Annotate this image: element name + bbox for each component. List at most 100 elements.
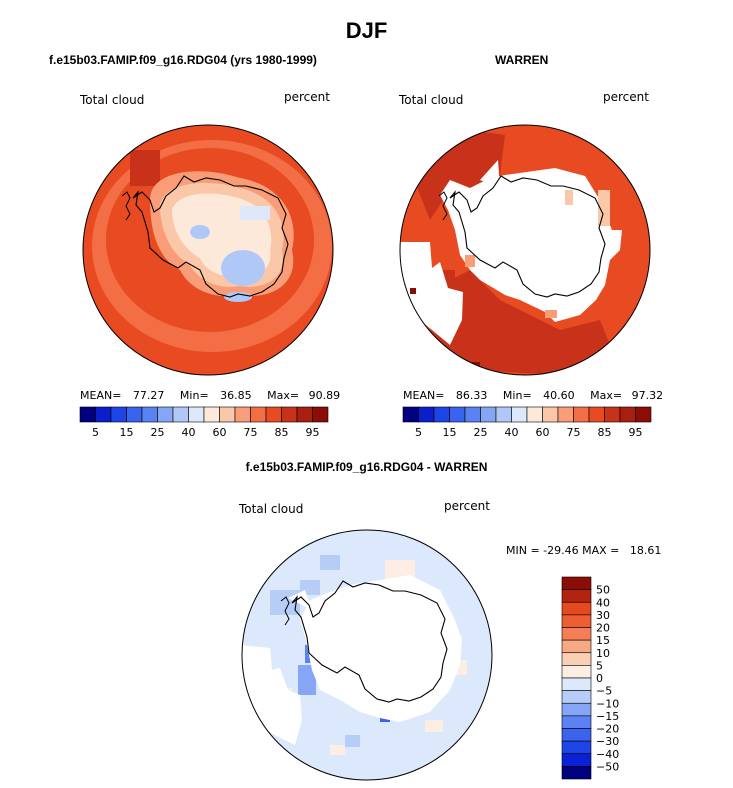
panel2-colorbar-box [480, 406, 497, 423]
panel1-colorbar-box [141, 406, 158, 423]
panel3-colorbar-box [561, 665, 592, 679]
panel3-colorbar-tick: −5 [596, 685, 612, 698]
panel3-colorbar-tick: −30 [596, 735, 619, 748]
panel1-max-label: Max= [267, 389, 300, 402]
panel2-colorbar-tick: 95 [629, 426, 643, 439]
panel3-title: f.e15b03.FAMIP.f09_g16.RDG04 - WARREN [245, 460, 488, 474]
panel2-min-value: 40.60 [543, 389, 575, 402]
panel3-right-label: percent [444, 499, 490, 513]
panel2-colorbar-tick: 75 [567, 426, 581, 439]
panel3-colorbar-box [561, 690, 592, 704]
panel1-stats: MEAN= 77.27 Min= 36.85 Max= 90.89 [80, 389, 340, 402]
panel1-colorbar-box [312, 406, 329, 423]
panel1-colorbar-box [110, 406, 127, 423]
panel1-colorbar-tick: 5 [92, 426, 99, 439]
panel3-colorbar-tick: 30 [596, 609, 610, 622]
panel2-coastline [449, 175, 606, 298]
panel2-colorbar-box [402, 406, 419, 423]
panel1-left-label: Total cloud [80, 93, 145, 107]
panel3-patch-o [330, 745, 345, 755]
panel2-colorbar-box [526, 406, 543, 423]
panel3-missing-wedge [288, 590, 312, 610]
panel3-coastline [291, 580, 448, 703]
panel1-colorbar-box [296, 406, 313, 423]
panel2-left-label: Total cloud [399, 93, 464, 107]
panel3-colorbar-tick: −50 [596, 760, 619, 773]
panel1-colorbar-box [126, 406, 143, 423]
panel3-stats: MIN = -29.46 MAX = 18.61 [506, 544, 662, 557]
panel2-mean-label: MEAN= [403, 389, 445, 402]
panel3-colorbar-tick: 5 [596, 659, 603, 672]
panel1-colorbar-box [188, 406, 205, 423]
panel1-coastal-low [224, 292, 252, 302]
panel3-colorbar-box [561, 589, 592, 603]
panel1-plateau-patch [240, 206, 270, 220]
panel1-colorbar-box [219, 406, 236, 423]
panel1-colorbar-tick: 60 [213, 426, 227, 439]
panel2-min-label: Min= [502, 389, 532, 402]
panel3-peninsula [280, 596, 290, 626]
panel3-colorbar-box [561, 652, 592, 666]
panel1-title: f.e15b03.FAMIP.f09_g16.RDG04 (yrs 1980-1… [49, 53, 317, 67]
panel2-coastal-tint-b [565, 190, 573, 205]
panel2-colorbar-box [464, 406, 481, 423]
panel3-colorbar-box [561, 576, 592, 590]
panel2-coastal-tint-c [545, 310, 557, 318]
panel2-colorbar: 5 15 25 40 60 75 85 95 [402, 406, 652, 439]
panel3-colorbar-box [561, 627, 592, 641]
panel3-patch-j [345, 735, 360, 747]
panel2-mean-value: 86.33 [455, 389, 488, 402]
panel2-colorbar-box [573, 406, 590, 423]
panel1-min-value: 36.85 [220, 389, 252, 402]
panel2-peak-b [410, 288, 416, 294]
panel2-colorbar-box [495, 406, 512, 423]
panel2-colorbar-tick: 25 [474, 426, 488, 439]
panel3-patch-c [320, 555, 340, 570]
panel1-weddell-high [130, 150, 160, 186]
panel1-interior-low [190, 225, 210, 239]
panel3-colorbar-tick: −40 [596, 748, 619, 761]
panel3-colorbar-tick: −20 [596, 723, 619, 736]
panel3-colorbar-box [561, 639, 592, 654]
panel3-colorbar-box [561, 766, 592, 780]
panel1-colorbar-box [281, 406, 298, 423]
panel2-colorbar-box [619, 406, 636, 423]
panel1-dome-low [221, 250, 265, 286]
panel2-colorbar-box [635, 406, 652, 423]
panel1-colorbar-box [265, 406, 282, 423]
panel1-colorbar-box [203, 406, 220, 423]
panel3-colorbar-box [561, 728, 592, 742]
panel3-colorbar-box [561, 601, 592, 616]
panel3-colorbar-box [561, 702, 592, 717]
panel3-colorbar-box [561, 753, 592, 767]
panel1-map [82, 124, 334, 376]
panel1-colorbar-tick: 75 [244, 426, 258, 439]
panel2-colorbar-box [588, 406, 605, 423]
panel2-high-northwest [410, 130, 505, 220]
panel1-colorbar-tick: 25 [151, 426, 165, 439]
panel2-colorbar-tick: 15 [443, 426, 457, 439]
panel1-colorbar-box [95, 406, 112, 423]
panel3-colorbar-box [561, 740, 592, 755]
panel2-colorbar-tick: 85 [598, 426, 612, 439]
panel1-min-label: Min= [179, 389, 209, 402]
panel2-colorbar-box [557, 406, 574, 423]
panel3-patch-f [298, 665, 316, 695]
panel2-colorbar-tick: 40 [505, 426, 519, 439]
panel1-colorbar-box [157, 406, 174, 423]
panel3-colorbar-tick: 20 [596, 622, 610, 635]
panel3-colorbar-box [561, 614, 592, 628]
panel2-missing-west [400, 242, 463, 345]
panel3-colorbar-tick: 40 [596, 596, 610, 609]
panel3-colorbar-box [561, 715, 592, 729]
panel2-right-label: percent [603, 90, 649, 104]
panel1-colorbar-box [172, 406, 189, 423]
panel2-colorbar-box [449, 406, 466, 423]
panel2-colorbar-tick: 5 [415, 426, 422, 439]
panel2-max-value: 97.32 [631, 389, 664, 402]
panel2-missing-ice [440, 168, 622, 322]
panel1-colorbar: 5 15 25 40 60 75 85 95 [79, 406, 329, 439]
